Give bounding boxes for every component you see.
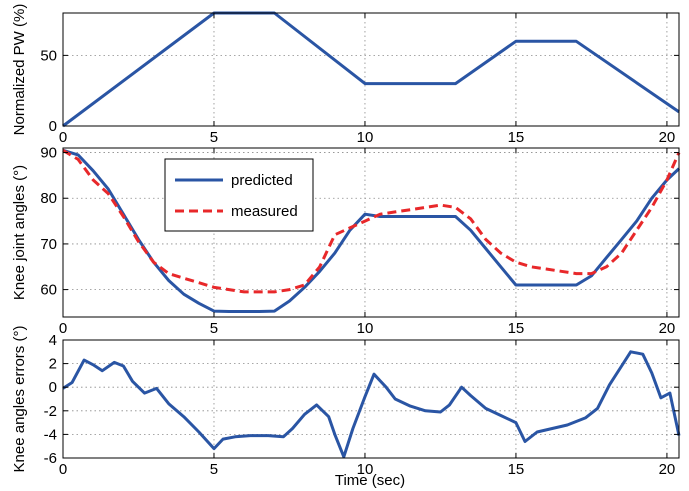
x-tick-label: 20: [659, 461, 676, 478]
y-tick-label: -2: [44, 403, 57, 420]
axes-frame: [62, 147, 680, 318]
y-tick-label: 60: [40, 282, 57, 299]
legend-label-measured: measured: [231, 203, 298, 220]
x-tick-label: 0: [59, 461, 67, 478]
x-tick-label: 5: [210, 129, 218, 146]
x-tick-label: 20: [659, 129, 676, 146]
y-tick-label: 50: [40, 47, 57, 64]
plot-area: [63, 13, 679, 126]
series-line-measured: [62, 149, 681, 294]
y-axis-label: Knee joint angles (°): [11, 165, 28, 300]
y-tick-label: -6: [44, 450, 57, 467]
x-tick-label: 20: [659, 320, 676, 337]
x-tick-label: 10: [357, 320, 374, 337]
y-tick-label: 2: [49, 356, 57, 373]
y-tick-label: 90: [40, 145, 57, 162]
x-tick-label: 15: [508, 129, 525, 146]
x-tick-label: 0: [59, 320, 67, 337]
plot-area: [63, 148, 679, 317]
x-axis-label: Time (sec): [335, 472, 405, 489]
y-axis-label: Normalized PW (%): [11, 4, 28, 136]
y-tick-label: -4: [44, 426, 57, 443]
x-tick-label: 15: [508, 461, 525, 478]
x-tick-label: 5: [210, 320, 218, 337]
x-tick-label: 10: [357, 129, 374, 146]
x-tick-label: 0: [59, 129, 67, 146]
y-tick-label: 4: [49, 332, 57, 349]
subplot-knee-angles: 0 5 10 15 20 60 70 80 90 Knee joint angles (°) pre…: [11, 145, 681, 337]
x-tick-label: 10: [357, 461, 374, 478]
y-tick-label: 70: [40, 236, 57, 253]
legend-label-predicted: predicted: [231, 172, 293, 189]
legend: [164, 158, 314, 232]
x-tick-label: 15: [508, 320, 525, 337]
y-tick-label: 80: [40, 190, 57, 207]
x-tick-label: 5: [210, 461, 218, 478]
axes-frame: [62, 12, 680, 127]
y-tick-label: 0: [49, 118, 57, 135]
axes-frame: [62, 339, 680, 459]
series-line-trace-2-0: [62, 350, 681, 459]
series-line-predicted: [62, 148, 681, 313]
subplot-errors: 0 5 10 15 20 -6 -4 -2 0 2 4 Knee angles errors (°): [11, 326, 681, 478]
subplot-pw: 0 5 10 15 20 0 50 Normalized PW (%): [11, 4, 680, 146]
y-tick-label: 0: [49, 379, 57, 396]
plot-area: [63, 340, 679, 458]
y-axis-label: Knee angles errors (°): [11, 326, 28, 473]
